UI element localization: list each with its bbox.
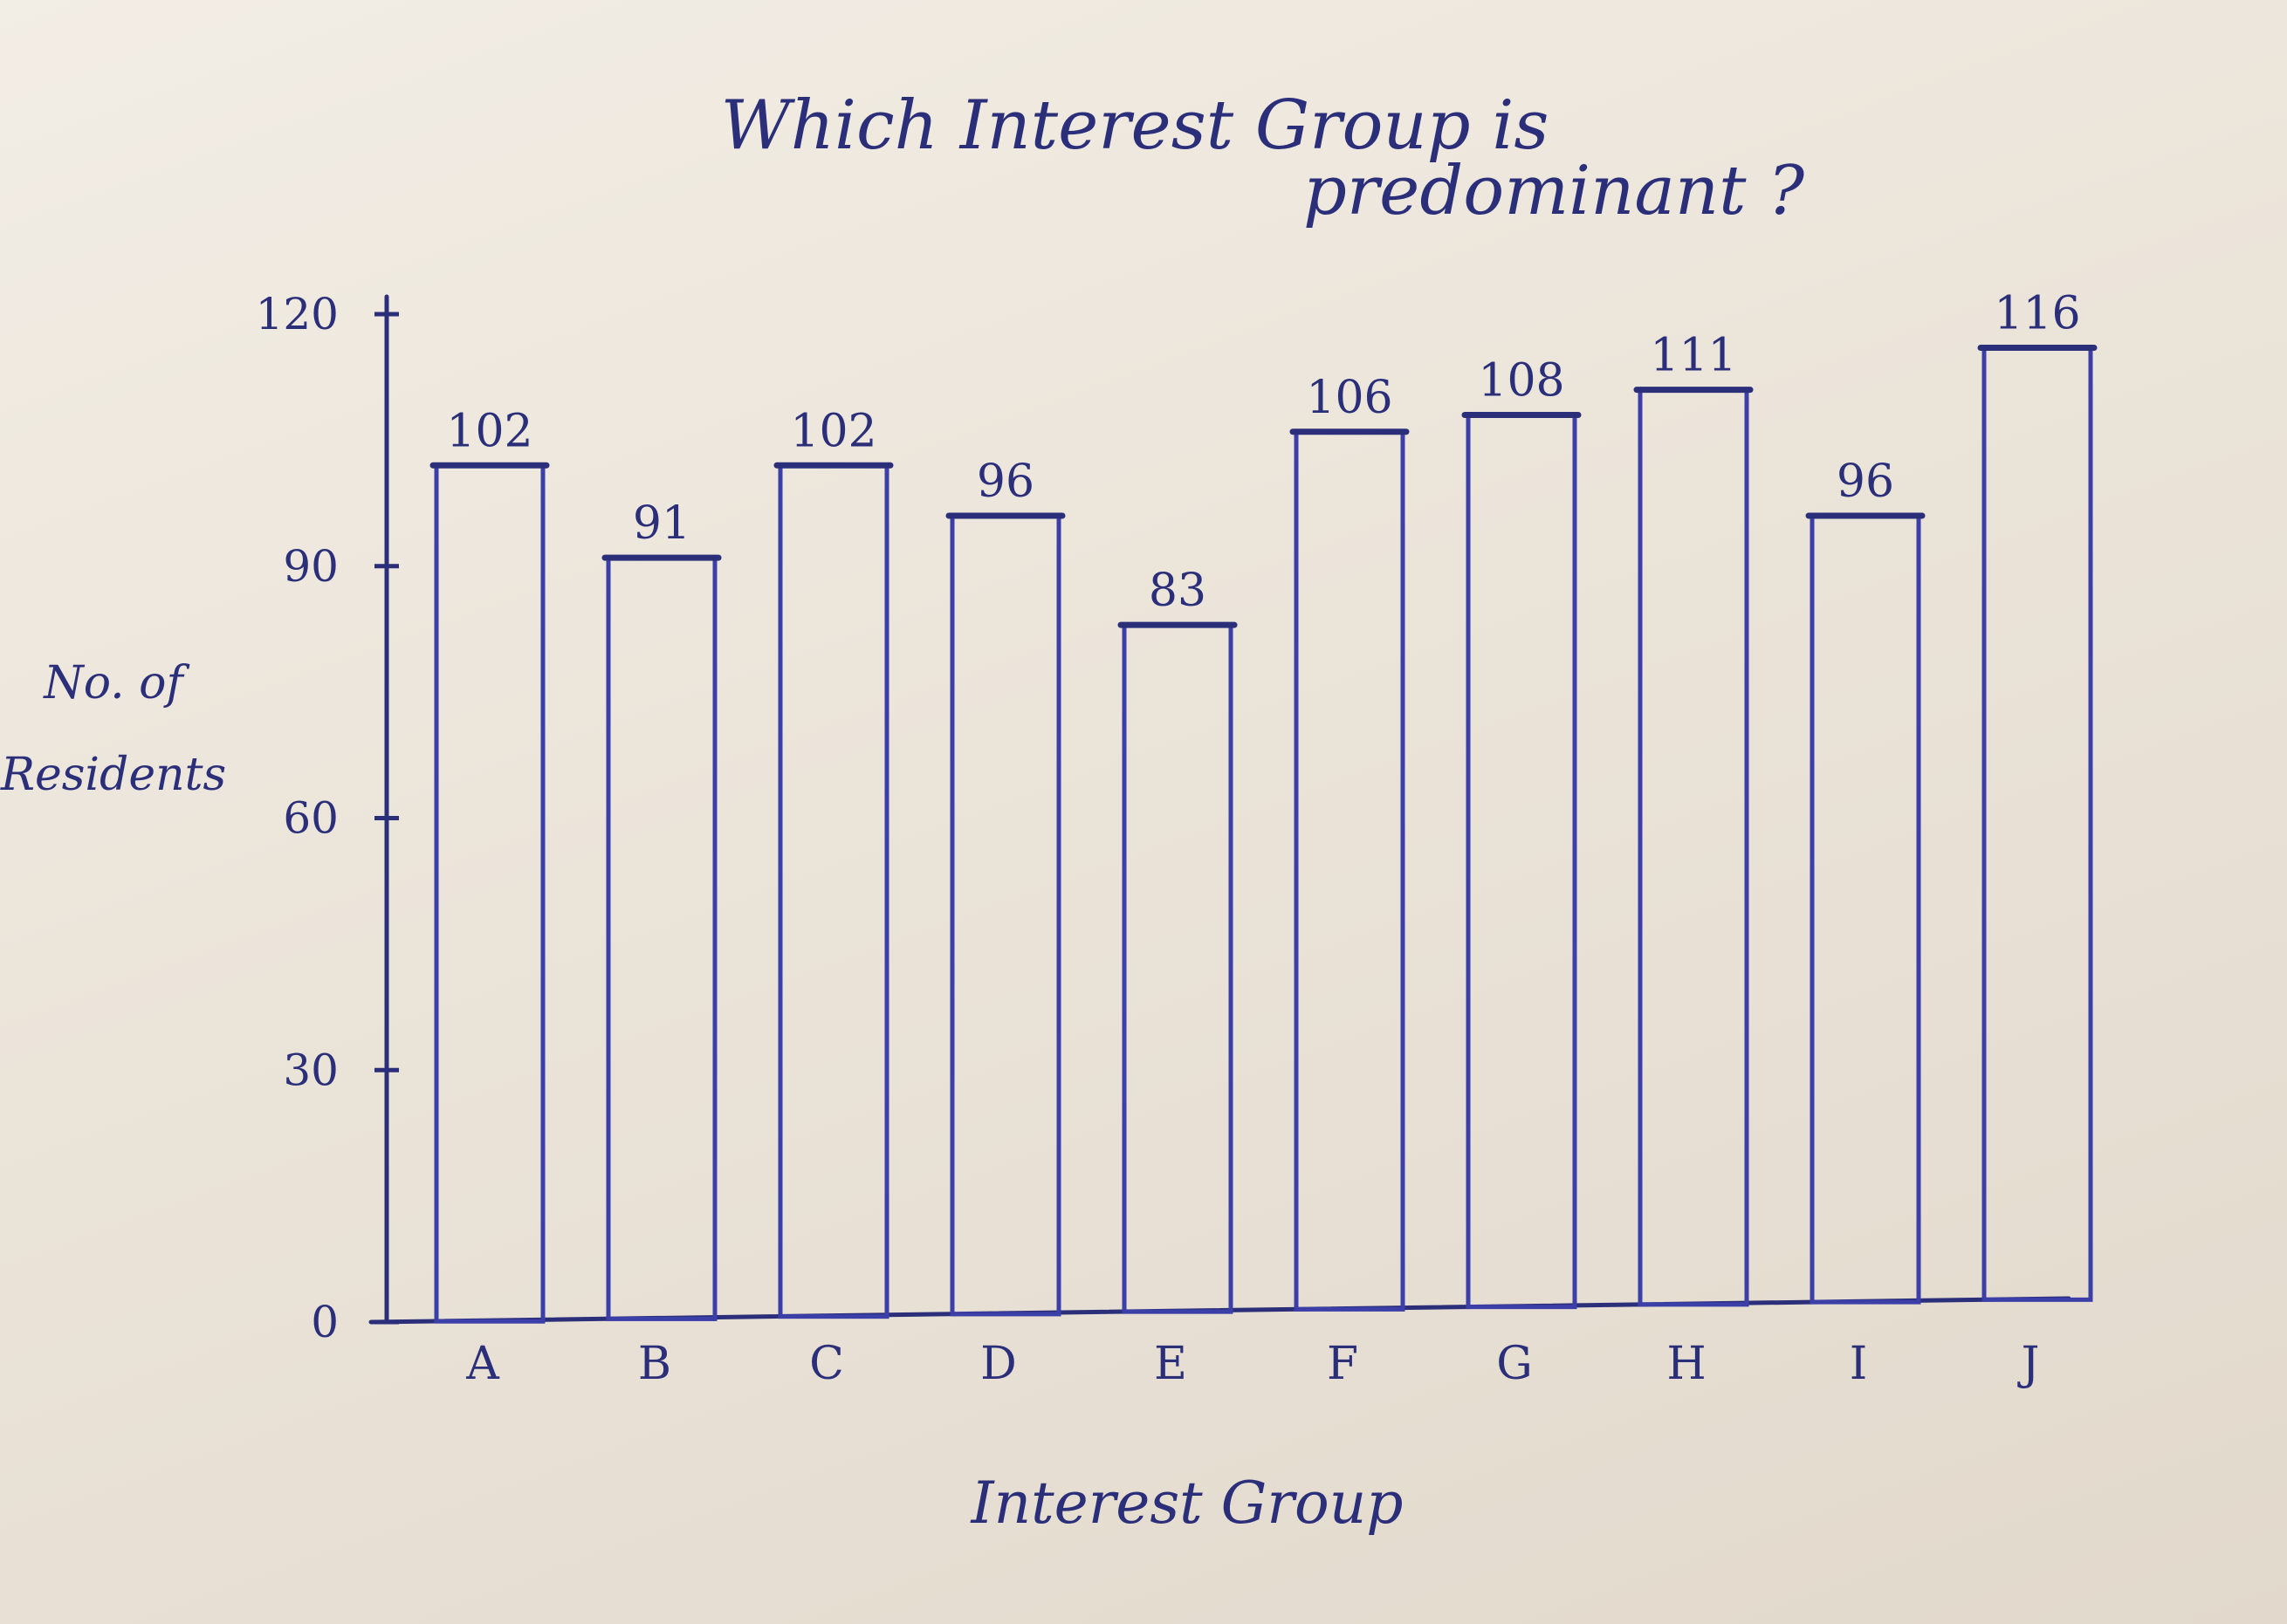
data-label-B: 91 [633,497,690,550]
bar-B [606,555,718,1321]
bar-J [1981,346,2093,1302]
bar-A [434,463,546,1324]
y-tick-label-30: 30 [283,1045,339,1095]
x-tick-label-F: F [1327,1338,1358,1390]
x-tick-label-D: D [980,1338,1017,1390]
y-ticks: 0 30 60 90 120 [256,289,399,1347]
y-tick-label-60: 60 [283,793,339,844]
data-label-E: 83 [1149,565,1206,617]
bar-C [778,463,889,1319]
data-label-A: 102 [446,405,532,457]
x-tick-label-C: C [809,1338,844,1390]
data-label-J: 116 [1994,288,2080,340]
bar-H [1638,387,1749,1307]
data-label-G: 108 [1478,355,1564,408]
x-tick-label-A: A [465,1338,500,1390]
data-label-D: 96 [977,456,1034,508]
x-tick-label-B: B [638,1338,671,1390]
bars: 102 A 91 B 102 C 96 D 83 E 106 F 108 G 111 H 96 I 116 J [429,288,2098,1390]
y-axis-label-line-2: Residents [0,749,226,801]
bar-D [950,513,1061,1317]
x-tick-label-J: J [2017,1338,2040,1390]
data-label-I: 96 [1837,456,1894,508]
bar-F [1294,429,1405,1312]
chart-title-line-2: predominant ? [1303,152,1805,230]
bar-I [1810,513,1921,1305]
chart-title-line-1: Which Interest Group is [721,86,1549,165]
x-axis-label: Interest Group [971,1470,1404,1537]
y-axis-label-line-1: No. of [42,657,189,709]
y-tick-label-90: 90 [283,541,339,592]
data-label-H: 111 [1650,330,1736,382]
x-tick-label-H: H [1666,1338,1706,1390]
y-tick-label-120: 120 [256,289,339,339]
data-label-C: 102 [790,405,876,457]
x-tick-label-I: I [1850,1338,1868,1390]
data-label-F: 106 [1306,372,1392,424]
y-tick-label-0: 0 [311,1297,339,1347]
x-tick-label-E: E [1154,1338,1187,1390]
bar-E [1122,622,1233,1314]
bar-G [1466,413,1577,1310]
x-tick-label-G: G [1496,1338,1533,1390]
